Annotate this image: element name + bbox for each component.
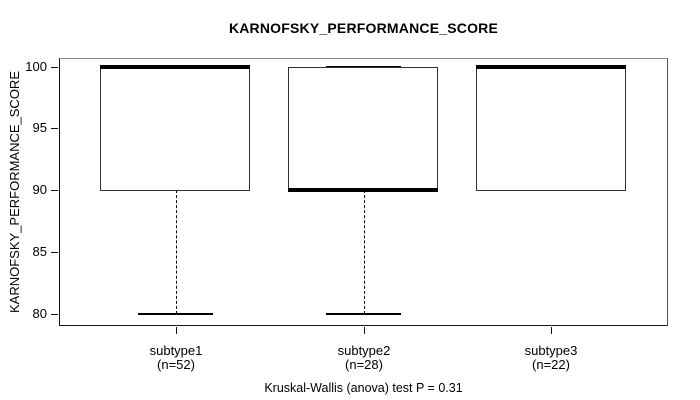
y-axis-tick xyxy=(51,190,58,191)
y-axis-tick xyxy=(51,67,58,68)
y-axis-tick xyxy=(51,314,58,315)
x-axis-tick-label: subtype3 (n=22) xyxy=(524,343,578,372)
x-axis-tick xyxy=(176,327,177,334)
x-axis-tick xyxy=(364,327,365,334)
y-axis-tick-label: 90 xyxy=(32,182,47,197)
box-median xyxy=(288,188,438,192)
x-axis-tick xyxy=(551,327,552,334)
x-axis-tick-label: subtype2 (n=28) xyxy=(337,343,391,372)
box-median xyxy=(476,65,626,69)
y-axis-tick-label: 100 xyxy=(25,59,47,74)
lower-whisker xyxy=(364,190,365,314)
box-iqr xyxy=(288,67,438,191)
y-axis-tick-label: 80 xyxy=(32,306,47,321)
lower-whisker-cap xyxy=(326,313,401,315)
lower-whisker xyxy=(176,190,177,314)
chart-title: KARNOFSKY_PERFORMANCE_SCORE xyxy=(228,20,499,36)
box-iqr xyxy=(100,67,250,191)
stat-test-caption: Kruskal-Wallis (anova) test P = 0.31 xyxy=(264,381,463,395)
box-iqr xyxy=(476,67,626,191)
box-median xyxy=(100,65,250,69)
x-axis-tick-label: subtype1 (n=52) xyxy=(149,343,203,372)
y-axis-tick xyxy=(51,252,58,253)
y-axis-tick-label: 95 xyxy=(32,120,47,135)
lower-whisker-cap xyxy=(138,313,213,315)
y-axis-tick xyxy=(51,128,58,129)
y-axis-tick-label: 85 xyxy=(32,244,47,259)
